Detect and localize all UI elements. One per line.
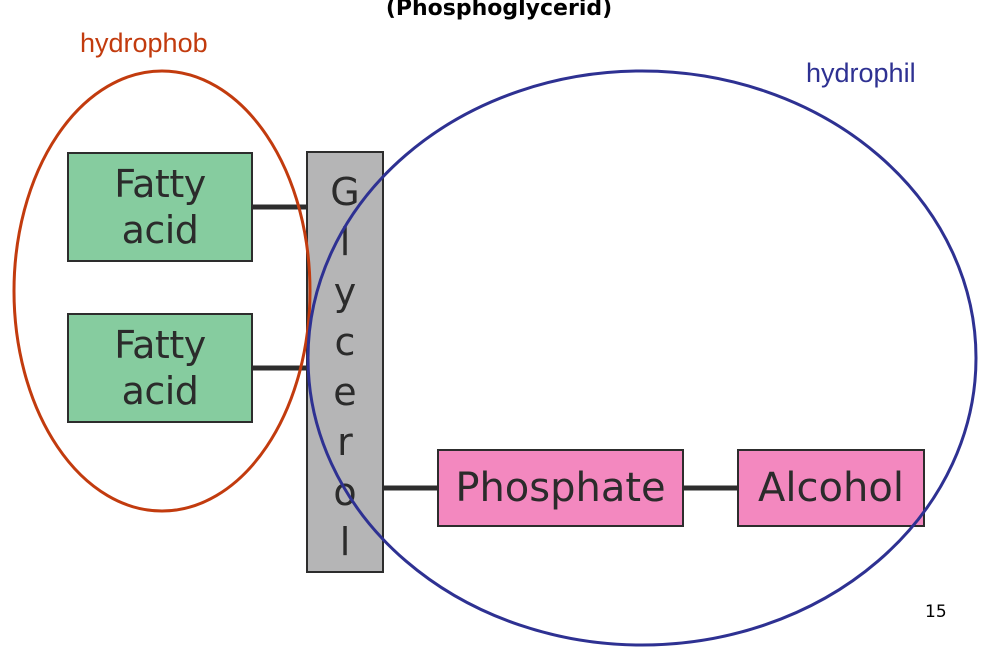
glycerol-letter: e [333,370,357,414]
glycerol-letter: l [339,520,351,564]
fatty-acid-box-2: Fatty acid [67,313,253,423]
alcohol-box: Alcohol [737,449,925,527]
glycerol-letter: r [337,420,353,464]
glycerol-letter: G [330,170,360,214]
fatty-acid-box-1: Fatty acid [67,152,253,262]
hydrophilic-label: hydrophil [806,58,916,88]
glycerol-letter: y [333,270,357,314]
glycerol-letter: c [334,320,356,364]
page-number: 15 [925,602,947,622]
hydrophilic-region-ellipse [306,69,978,647]
hydrophobic-region-ellipse [12,69,312,513]
hydrophobic-label: hydrophob [80,28,208,58]
glycerol-letter: o [333,470,357,514]
glycerol-letter: l [339,220,351,264]
phosphate-box: Phosphate [437,449,684,527]
slide-title: (Phosphoglycerid) [385,0,613,21]
